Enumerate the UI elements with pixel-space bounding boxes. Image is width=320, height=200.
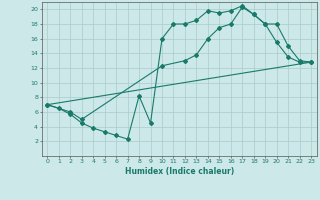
X-axis label: Humidex (Indice chaleur): Humidex (Indice chaleur) bbox=[124, 167, 234, 176]
